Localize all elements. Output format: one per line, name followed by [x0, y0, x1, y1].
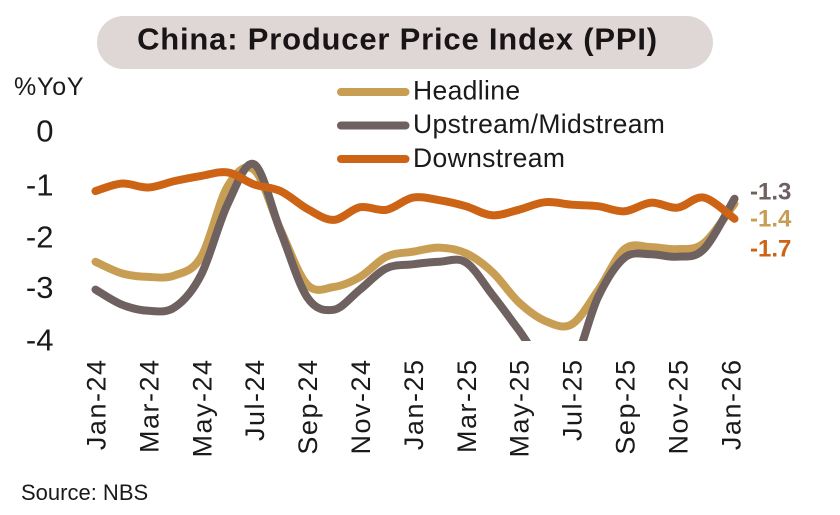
svg-text:%YoY: %YoY — [14, 73, 84, 101]
svg-text:Mar-25: Mar-25 — [452, 359, 482, 454]
svg-text:-4: -4 — [26, 322, 54, 357]
svg-text:Source: NBS: Source: NBS — [21, 480, 148, 505]
svg-text:May-25: May-25 — [505, 359, 535, 458]
svg-text:-2: -2 — [26, 220, 54, 255]
svg-text:-1.7: -1.7 — [750, 235, 791, 262]
svg-text:-3: -3 — [26, 270, 54, 305]
svg-text:Upstream/Midstream: Upstream/Midstream — [413, 109, 665, 139]
svg-text:Headline: Headline — [413, 76, 520, 106]
svg-text:Mar-24: Mar-24 — [134, 359, 164, 454]
svg-text:-1.3: -1.3 — [750, 179, 791, 206]
svg-text:Nov-24: Nov-24 — [346, 359, 376, 455]
svg-text:China: Producer Price Index (P: China: Producer Price Index (PPI) — [137, 22, 658, 57]
svg-text:Jan-26: Jan-26 — [716, 359, 746, 451]
svg-text:-1: -1 — [26, 167, 54, 202]
svg-text:Sep-24: Sep-24 — [293, 359, 323, 455]
svg-text:May-24: May-24 — [187, 359, 217, 458]
svg-text:Sep-25: Sep-25 — [611, 359, 641, 455]
svg-text:Jan-25: Jan-25 — [399, 359, 429, 451]
svg-text:0: 0 — [36, 113, 53, 148]
svg-text:Nov-25: Nov-25 — [663, 359, 693, 455]
svg-text:Downstream: Downstream — [413, 143, 565, 173]
svg-text:-1.4: -1.4 — [750, 205, 792, 232]
svg-text:Jul-25: Jul-25 — [558, 359, 588, 442]
svg-text:Jan-24: Jan-24 — [82, 359, 112, 451]
svg-text:Jul-24: Jul-24 — [240, 359, 270, 442]
